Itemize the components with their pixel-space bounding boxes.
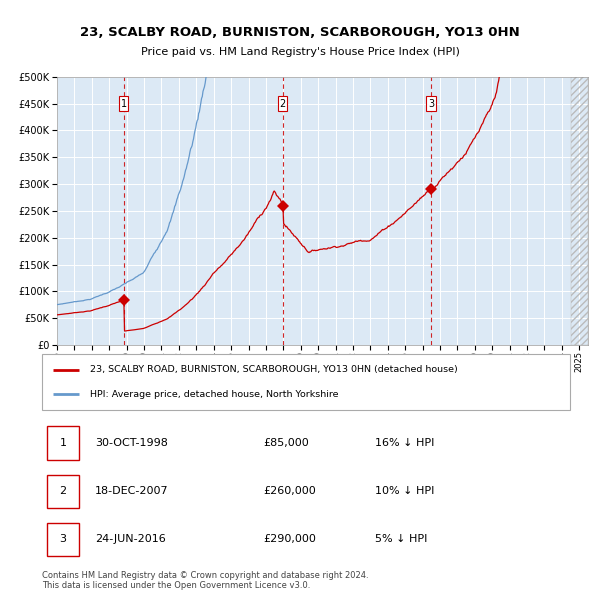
- FancyBboxPatch shape: [47, 474, 79, 508]
- Text: 1: 1: [59, 438, 67, 448]
- Text: 23, SCALBY ROAD, BURNISTON, SCARBOROUGH, YO13 0HN: 23, SCALBY ROAD, BURNISTON, SCARBOROUGH,…: [80, 26, 520, 39]
- Text: 30-OCT-1998: 30-OCT-1998: [95, 438, 167, 448]
- Text: 16% ↓ HPI: 16% ↓ HPI: [374, 438, 434, 448]
- Text: £85,000: £85,000: [264, 438, 310, 448]
- FancyBboxPatch shape: [42, 354, 570, 410]
- Text: 5% ↓ HPI: 5% ↓ HPI: [374, 535, 427, 545]
- FancyBboxPatch shape: [47, 523, 79, 556]
- Text: 2: 2: [59, 486, 67, 496]
- Text: HPI: Average price, detached house, North Yorkshire: HPI: Average price, detached house, Nort…: [89, 390, 338, 399]
- FancyBboxPatch shape: [119, 96, 128, 111]
- Text: 1: 1: [121, 99, 127, 109]
- Text: 24-JUN-2016: 24-JUN-2016: [95, 535, 166, 545]
- FancyBboxPatch shape: [47, 427, 79, 460]
- Text: £260,000: £260,000: [264, 486, 317, 496]
- Text: Price paid vs. HM Land Registry's House Price Index (HPI): Price paid vs. HM Land Registry's House …: [140, 47, 460, 57]
- Text: 23, SCALBY ROAD, BURNISTON, SCARBOROUGH, YO13 0HN (detached house): 23, SCALBY ROAD, BURNISTON, SCARBOROUGH,…: [89, 365, 457, 374]
- Text: 10% ↓ HPI: 10% ↓ HPI: [374, 486, 434, 496]
- Text: Contains HM Land Registry data © Crown copyright and database right 2024.
This d: Contains HM Land Registry data © Crown c…: [42, 571, 368, 590]
- FancyBboxPatch shape: [278, 96, 287, 111]
- FancyBboxPatch shape: [426, 96, 436, 111]
- Text: 3: 3: [428, 99, 434, 109]
- Text: 2: 2: [280, 99, 286, 109]
- Text: 18-DEC-2007: 18-DEC-2007: [95, 486, 169, 496]
- Text: 3: 3: [59, 535, 67, 545]
- Text: £290,000: £290,000: [264, 535, 317, 545]
